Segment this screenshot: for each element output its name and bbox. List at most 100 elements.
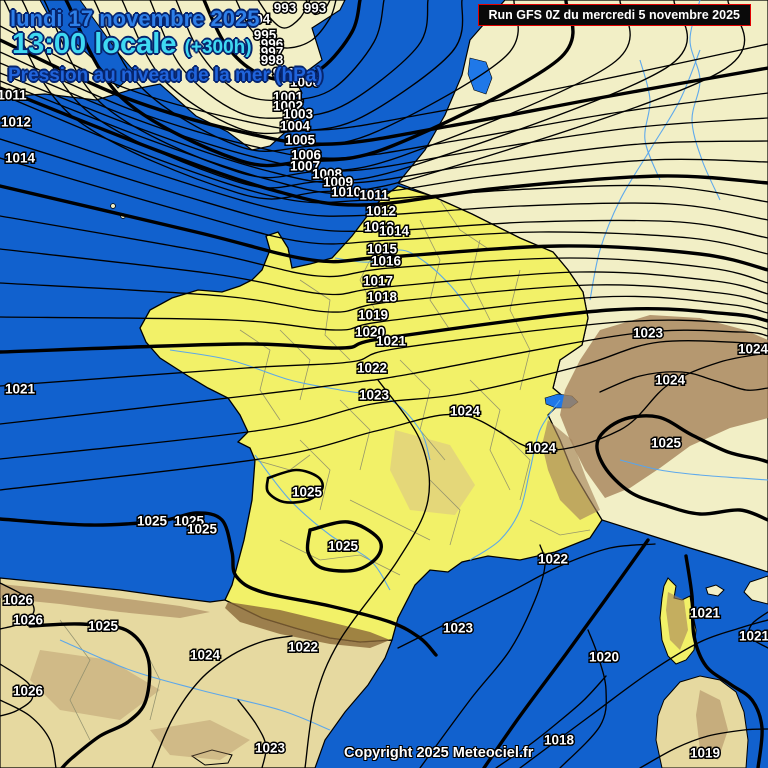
department-border — [339, 399, 371, 471]
isobar-line — [235, 0, 337, 49]
department-border — [359, 239, 381, 321]
isobar-line — [595, 414, 768, 522]
isobar-pressure-label: 1001 — [273, 90, 304, 105]
date-label: lundi 17 novembre 2025 — [10, 6, 260, 31]
isobar-pressure-label: 1013 — [364, 220, 395, 235]
terrain-massif-central — [390, 430, 475, 515]
isobar-line — [0, 248, 768, 296]
time-label: 13:00 locale (+300h) — [12, 30, 252, 59]
isobar-line — [43, 0, 631, 179]
isobar-line — [0, 340, 768, 460]
department-border — [429, 479, 461, 546]
river — [59, 639, 331, 731]
isobar-pressure-label: 1022 — [288, 640, 318, 655]
isobar-line — [237, 699, 267, 768]
isobar-line — [639, 728, 768, 768]
isobar-line — [0, 699, 57, 768]
isobar-pressure-label: 1002 — [273, 99, 303, 114]
isobar-pressure-label: 1021 — [690, 606, 721, 621]
isobar-pressure-label: 1012 — [1, 115, 31, 130]
department-border — [399, 359, 446, 461]
isobar-pressure-label: 1005 — [285, 133, 316, 148]
river — [619, 459, 768, 481]
isobar-pressure-label: 1021 — [5, 382, 36, 397]
isobar-line — [0, 86, 768, 207]
isobar-line — [0, 215, 768, 284]
isobar-pressure-label: 1023 — [255, 741, 286, 756]
isobar-pressure-label: 997 — [261, 45, 284, 60]
department-border — [419, 219, 451, 331]
isobar-line — [0, 80, 768, 195]
isobar-pressure-label: 1024 — [526, 441, 557, 456]
isobar-pressure-label: 1023 — [443, 621, 474, 636]
isobar-pressure-label: 1012 — [366, 204, 396, 219]
isobar-pressure-label: 1021 — [739, 629, 768, 644]
isobar-line — [0, 25, 768, 131]
isobar-pressure-label: 995 — [254, 28, 277, 43]
terrain-corsica — [666, 592, 688, 650]
isobar-line — [257, 0, 311, 29]
isobar-line — [0, 511, 438, 657]
department-border — [439, 199, 491, 251]
isobar-pressure-label: 1026 — [13, 684, 44, 699]
terrain-alps — [560, 315, 768, 498]
isobar-line — [519, 619, 768, 768]
isobar-pressure-label: 1025 — [174, 514, 205, 529]
isobar-pressure-label: 998 — [261, 53, 284, 68]
isobar-pressure-label: 1021 — [376, 334, 407, 349]
isobar-line — [0, 329, 768, 425]
river — [254, 454, 391, 591]
isobar-line — [0, 51, 768, 159]
isobar-line — [397, 543, 656, 649]
isobar-pressure-label: 1014 — [5, 151, 36, 166]
variable-label: Pression au niveau de la mer (hPa) — [8, 65, 323, 86]
isobar-line — [0, 93, 768, 204]
isobar-line — [559, 629, 607, 768]
isobar-line — [121, 0, 464, 135]
isobar-pressure-label: 1025 — [651, 436, 682, 451]
terrain-sardinia — [696, 690, 728, 760]
isobar-line — [0, 282, 768, 313]
isobar-line — [0, 138, 768, 239]
isobar-line — [28, 622, 152, 768]
isobar-pressure-label: 1016 — [371, 254, 402, 269]
isobar-pressure-label: 996 — [261, 37, 284, 52]
isobar-pressure-label: 1020 — [589, 650, 619, 665]
river — [639, 59, 661, 181]
isobar-pressure-label: 1006 — [291, 148, 322, 163]
isobar-pressure-label: 1026 — [13, 613, 44, 628]
isobar-line — [495, 675, 607, 768]
isobar-pressure-label: 994 — [248, 12, 271, 27]
river — [589, 49, 701, 301]
isobar-pressure-label: 1008 — [312, 167, 343, 182]
isobar-pressure-label: 1011 — [359, 188, 389, 203]
isobar-line — [305, 0, 331, 16]
isobar-line — [149, 0, 429, 119]
isobar-line — [482, 538, 650, 768]
isobar-pressure-label: 1025 — [328, 539, 359, 554]
land-tuscany — [743, 575, 768, 605]
isobar-pressure-label: 1023 — [359, 388, 390, 403]
department-border — [59, 619, 91, 741]
isobar-line — [0, 72, 768, 184]
isobar-pressure-label: 1009 — [323, 175, 353, 190]
isobar-line — [305, 520, 383, 573]
isobar-pressure-label: 1018 — [544, 733, 575, 748]
isobar-line — [0, 119, 768, 221]
isobar-pressure-label: 1024 — [655, 373, 686, 388]
isobar-line — [0, 184, 768, 272]
isobar-line — [0, 352, 768, 491]
isobar-pressure-label: 1010 — [331, 185, 361, 200]
terrain-pyrenees — [225, 602, 390, 648]
isobar-pressure-label: 1018 — [367, 290, 398, 305]
isobar-line — [304, 379, 431, 768]
isobar-line — [747, 611, 768, 649]
isobar-pressure-label: 1011 — [0, 88, 27, 103]
department-border — [469, 379, 511, 491]
department-border — [239, 329, 281, 421]
isobar-pressure-label: 1014 — [379, 224, 410, 239]
river — [169, 349, 431, 461]
isobar-pressure-label: 993 — [274, 1, 297, 16]
terrain-spain-interior — [150, 720, 250, 760]
